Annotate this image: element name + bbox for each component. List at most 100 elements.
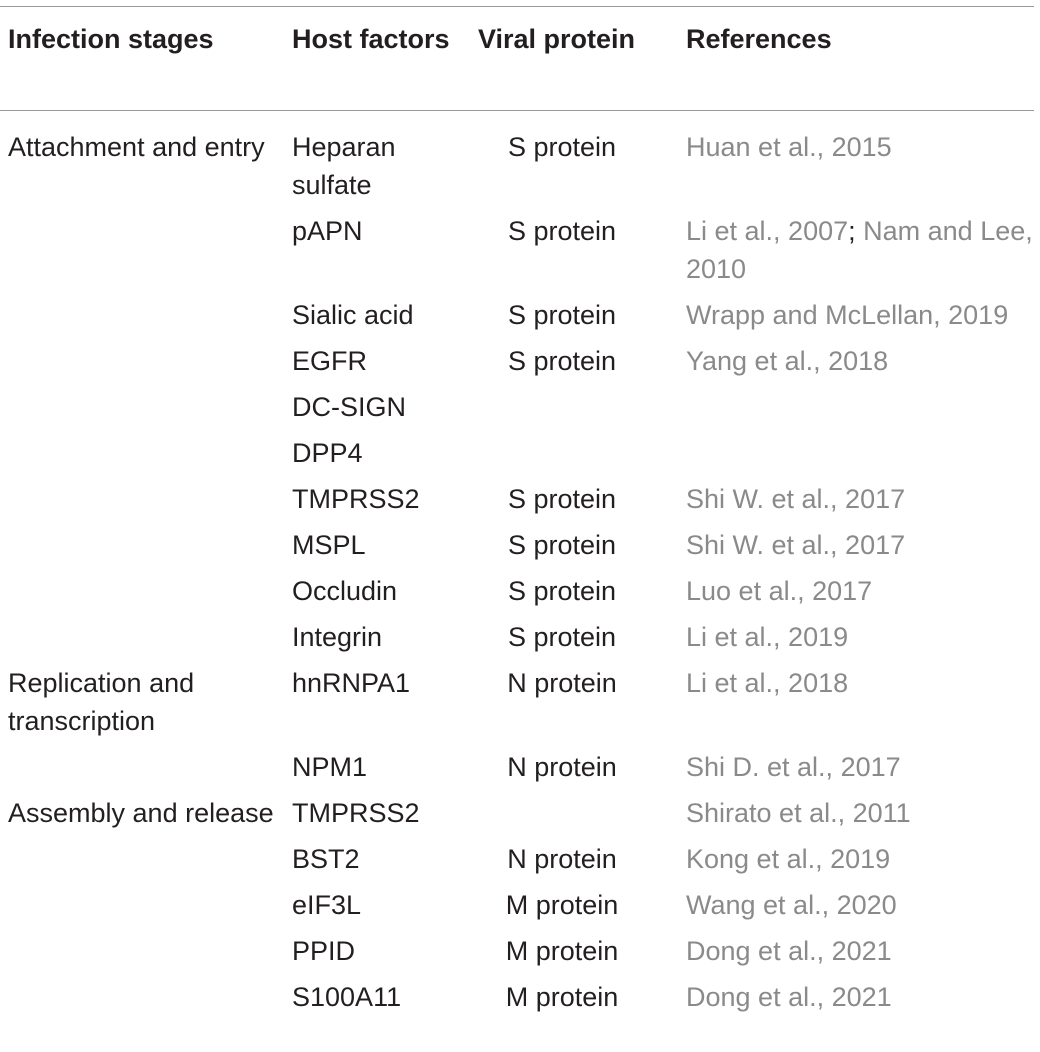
cell-references: Li et al., 2019 bbox=[686, 618, 1040, 664]
cell-host-factor: DPP4 bbox=[292, 438, 363, 468]
table-row: Replication and transcription hnRNPA1 N pr… bbox=[0, 664, 1040, 748]
table-row: Integrin S protein Li et al., 2019 bbox=[0, 618, 1040, 664]
cell-host-factor: S100A11 bbox=[292, 982, 402, 1012]
reference-link[interactable]: Wang et al., 2020 bbox=[686, 890, 897, 920]
header-references: References bbox=[686, 24, 832, 54]
cell-infection-stage bbox=[0, 526, 292, 572]
reference-link[interactable]: Shirato et al., 2011 bbox=[686, 798, 911, 828]
cell-infection-stage bbox=[0, 434, 292, 480]
header-bottom-rule bbox=[0, 110, 1034, 111]
cell-host-factor: EGFR bbox=[292, 346, 368, 376]
cell-references: Li et al., 2018 bbox=[686, 664, 1040, 748]
table-row: eIF3L M protein Wang et al., 2020 bbox=[0, 886, 1040, 932]
cell-viral-protein bbox=[478, 794, 686, 840]
cell-viral-protein bbox=[478, 434, 686, 480]
reference-link[interactable]: Nam and Lee, 2010 bbox=[686, 216, 1033, 284]
cell-host-factor: Occludin bbox=[292, 576, 398, 606]
table-row: Occludin S protein Luo et al., 2017 bbox=[0, 572, 1040, 618]
cell-references: Luo et al., 2017 bbox=[686, 572, 1040, 618]
cell-viral-protein: N protein bbox=[507, 752, 617, 782]
cell-viral-protein: S protein bbox=[507, 346, 617, 376]
cell-infection-stage bbox=[0, 296, 292, 342]
header-viral-protein: Viral protein bbox=[478, 24, 636, 54]
reference-link[interactable]: Yang et al., 2018 bbox=[686, 346, 889, 376]
header-host-factors: Host factors bbox=[292, 24, 450, 54]
cell-viral-protein: S protein bbox=[507, 216, 617, 246]
reference-link[interactable]: Li et al., 2019 bbox=[686, 622, 849, 652]
reference-link[interactable]: Huan et al., 2015 bbox=[686, 132, 892, 162]
cell-host-factor: BST2 bbox=[292, 844, 360, 874]
cell-infection-stage bbox=[0, 480, 292, 526]
cell-host-factor: Heparan sulfate bbox=[292, 132, 396, 200]
cell-viral-protein: S protein bbox=[507, 576, 617, 606]
cell-infection-stage bbox=[0, 388, 292, 434]
cell-host-factor: TMPRSS2 bbox=[292, 798, 420, 828]
table-row: EGFR S protein Yang et al., 2018 bbox=[0, 342, 1040, 388]
table-row: NPM1 N protein Shi D. et al., 2017 bbox=[0, 748, 1040, 794]
cell-viral-protein: N protein bbox=[507, 668, 617, 698]
reference-link[interactable]: Li et al., 2007 bbox=[686, 216, 849, 246]
cell-references: Shi W. et al., 2017 bbox=[686, 480, 1040, 526]
cell-infection-stage bbox=[0, 212, 292, 296]
cell-viral-protein: S protein bbox=[507, 132, 617, 162]
table-row: DC-SIGN bbox=[0, 388, 1040, 434]
table-row: MSPL S protein Shi W. et al., 2017 bbox=[0, 526, 1040, 572]
cell-references: Shi W. et al., 2017 bbox=[686, 526, 1040, 572]
cell-infection-stage bbox=[0, 618, 292, 664]
reference-link[interactable]: Wrapp and McLellan, 2019 bbox=[686, 300, 1009, 330]
cell-references: Dong et al., 2021 bbox=[686, 932, 1040, 978]
cell-infection-stage bbox=[0, 748, 292, 794]
table-row: Sialic acid S protein Wrapp and McLellan, … bbox=[0, 296, 1040, 342]
cell-host-factor: DC-SIGN bbox=[292, 392, 406, 422]
cell-infection-stage: Replication and transcription bbox=[8, 668, 195, 736]
cell-viral-protein: S protein bbox=[507, 484, 617, 514]
reference-link[interactable]: Shi W. et al., 2017 bbox=[686, 484, 906, 514]
cell-viral-protein bbox=[478, 388, 686, 434]
cell-references: Dong et al., 2021 bbox=[686, 978, 1040, 1024]
reference-separator: ; bbox=[848, 216, 864, 246]
cell-references: Wrapp and McLellan, 2019 bbox=[686, 296, 1040, 342]
cell-host-factor: pAPN bbox=[292, 216, 363, 246]
cell-viral-protein: S protein bbox=[507, 530, 617, 560]
cell-references: Shirato et al., 2011 bbox=[686, 794, 1040, 840]
cell-infection-stage bbox=[0, 886, 292, 932]
cell-viral-protein: N protein bbox=[507, 844, 617, 874]
reference-link[interactable]: Dong et al., 2021 bbox=[686, 982, 892, 1012]
cell-host-factor: PPID bbox=[292, 936, 356, 966]
cell-infection-stage bbox=[0, 840, 292, 886]
reference-link[interactable]: Kong et al., 2019 bbox=[686, 844, 891, 874]
cell-viral-protein: S protein bbox=[507, 622, 617, 652]
cell-host-factor: Integrin bbox=[292, 622, 383, 652]
cell-infection-stage bbox=[0, 978, 292, 1024]
cell-infection-stage: Assembly and release bbox=[8, 798, 274, 828]
cell-references: Wang et al., 2020 bbox=[686, 886, 1040, 932]
reference-link[interactable]: Li et al., 2018 bbox=[686, 668, 849, 698]
table-row: PPID M protein Dong et al., 2021 bbox=[0, 932, 1040, 978]
table-row: TMPRSS2 S protein Shi W. et al., 2017 bbox=[0, 480, 1040, 526]
table-row: Attachment and entry Heparan sulfate S pro… bbox=[0, 110, 1040, 212]
cell-viral-protein: M protein bbox=[505, 936, 619, 966]
cell-host-factor: MSPL bbox=[292, 530, 366, 560]
table-row: pAPN S protein Li et al., 2007; Nam and Le… bbox=[0, 212, 1040, 296]
cell-references: Kong et al., 2019 bbox=[686, 840, 1040, 886]
cell-infection-stage bbox=[0, 572, 292, 618]
header-infection-stages: Infection stages bbox=[8, 24, 214, 54]
cell-references bbox=[686, 388, 1040, 434]
table-body: Attachment and entry Heparan sulfate S pro… bbox=[0, 110, 1040, 1024]
cell-infection-stage bbox=[0, 342, 292, 388]
table-row: Assembly and release TMPRSS2 Shirato et al… bbox=[0, 794, 1040, 840]
reference-link[interactable]: Luo et al., 2017 bbox=[686, 576, 873, 606]
cell-infection-stage bbox=[0, 932, 292, 978]
cell-host-factor: Sialic acid bbox=[292, 300, 414, 330]
cell-viral-protein: S protein bbox=[507, 300, 617, 330]
cell-references bbox=[686, 434, 1040, 480]
cell-references: Yang et al., 2018 bbox=[686, 342, 1040, 388]
table-row: S100A11 M protein Dong et al., 2021 bbox=[0, 978, 1040, 1024]
header-row: Infection stages Host factors Viral prot… bbox=[0, 0, 1040, 110]
reference-link[interactable]: Shi D. et al., 2017 bbox=[686, 752, 901, 782]
cell-host-factor: TMPRSS2 bbox=[292, 484, 420, 514]
reference-link[interactable]: Dong et al., 2021 bbox=[686, 936, 892, 966]
table-row: DPP4 bbox=[0, 434, 1040, 480]
reference-link[interactable]: Shi W. et al., 2017 bbox=[686, 530, 906, 560]
cell-host-factor: hnRNPA1 bbox=[292, 668, 411, 698]
